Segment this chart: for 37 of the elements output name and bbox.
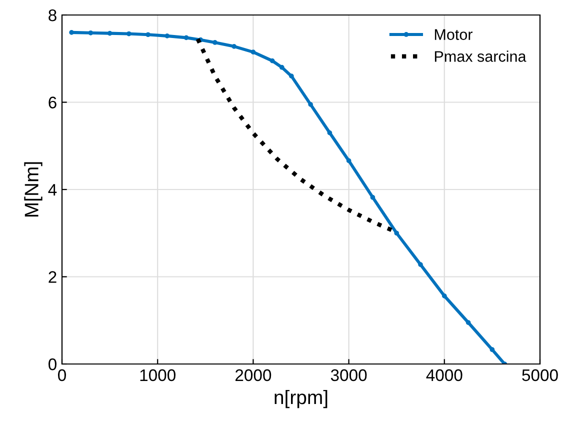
y-tick-label: 4 [48,184,57,196]
point [232,44,237,49]
point [212,40,218,45]
y-tick-label: 6 [48,96,56,108]
point [126,31,132,36]
point [146,32,150,38]
x-tick-label: 5000 [522,369,558,382]
point [164,34,170,38]
point [289,74,294,79]
point [442,294,447,298]
x-axis-title: n[rpm] [274,390,328,408]
point [107,30,112,36]
point [308,102,313,107]
y-tick-label: 8 [48,9,56,22]
y-axis-title: M[Nm] [24,162,42,217]
y-tick-label: 2 [48,271,56,283]
point [490,347,495,352]
x-tick-label: 2000 [236,369,272,382]
point [370,194,376,200]
x-tick-label: 4000 [426,369,462,382]
point [466,320,471,325]
point [418,262,423,267]
x-tick-label: 1000 [140,369,176,382]
y-tick-label: 0 [48,358,56,370]
point [279,64,284,70]
x-tick-label: 3000 [330,369,367,382]
point [88,30,94,36]
point [250,50,256,55]
legend-label: Pmax sarcina [434,50,526,62]
point [327,130,332,136]
point [270,58,275,64]
point [394,230,400,236]
point [184,35,189,40]
point [346,158,352,164]
point [69,30,74,35]
x-tick-label: 0 [58,369,66,382]
legend-label: Motor [434,29,473,40]
